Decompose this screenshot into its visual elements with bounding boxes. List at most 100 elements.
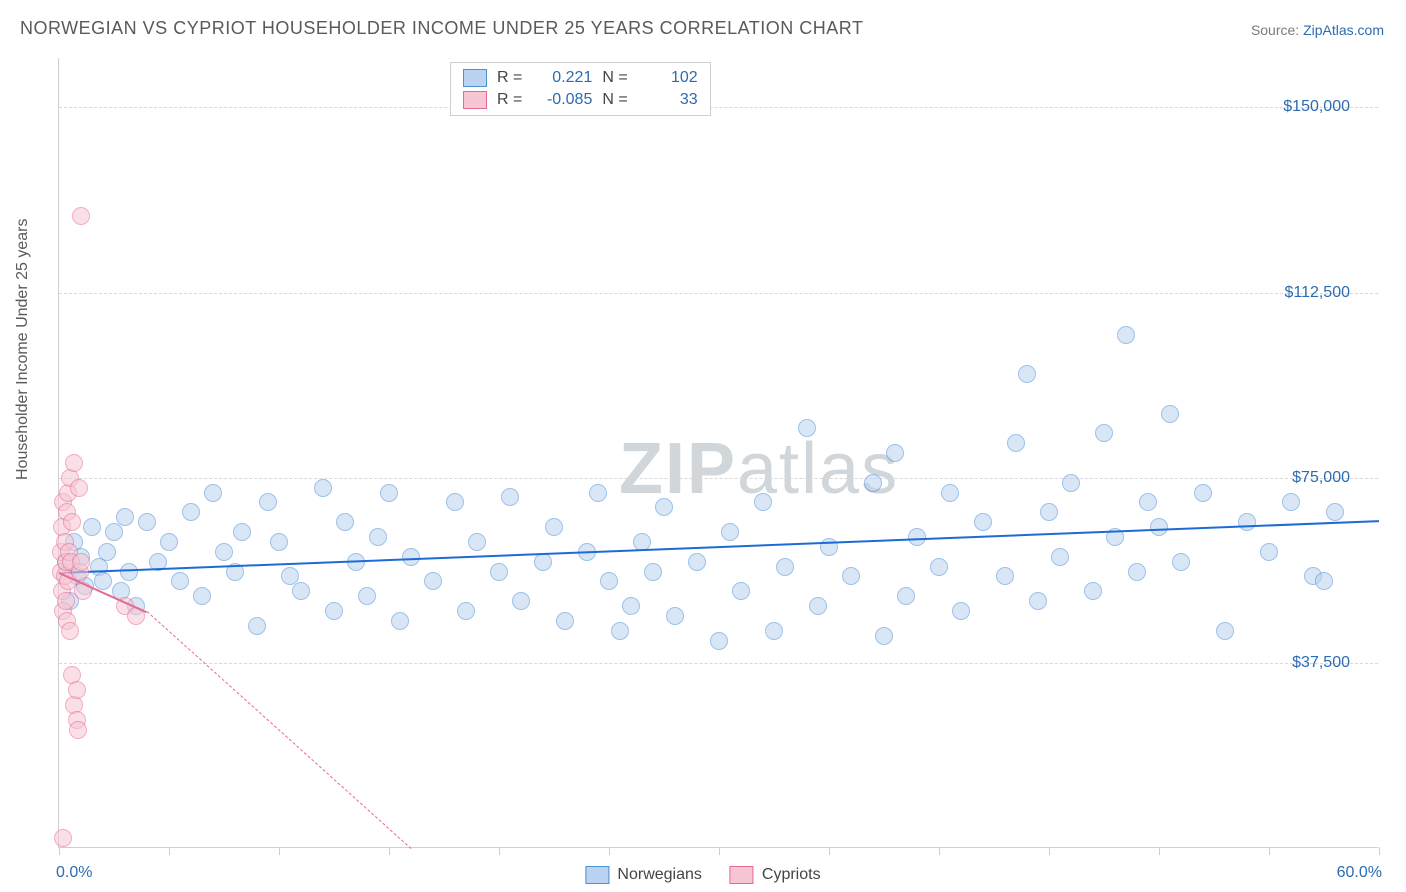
data-point: [710, 632, 728, 650]
data-point: [336, 513, 354, 531]
gridline: [59, 107, 1378, 108]
bottom-legend: Norwegians Cypriots: [585, 866, 820, 884]
data-point: [160, 533, 178, 551]
data-point: [600, 572, 618, 590]
source-attribution: Source: ZipAtlas.com: [1251, 22, 1384, 38]
data-point: [424, 572, 442, 590]
y-tick-label: $150,000: [1283, 98, 1350, 116]
y-tick-label: $75,000: [1292, 469, 1350, 487]
r-label: R =: [497, 91, 522, 109]
data-point: [908, 528, 926, 546]
x-tick: [719, 847, 720, 855]
data-point: [996, 567, 1014, 585]
data-point: [1117, 326, 1135, 344]
data-point: [94, 572, 112, 590]
data-point: [930, 558, 948, 576]
data-point: [1095, 424, 1113, 442]
data-point: [1139, 493, 1157, 511]
data-point: [1260, 543, 1278, 561]
data-point: [1150, 518, 1168, 536]
y-axis-label: Householder Income Under 25 years: [14, 219, 32, 480]
x-tick: [279, 847, 280, 855]
swatch-norwegians: [585, 866, 609, 884]
data-point: [545, 518, 563, 536]
data-point: [116, 508, 134, 526]
data-point: [68, 681, 86, 699]
data-point: [842, 567, 860, 585]
legend-item-cypriots: Cypriots: [730, 866, 821, 884]
data-point: [193, 587, 211, 605]
data-point: [457, 602, 475, 620]
data-point: [556, 612, 574, 630]
data-point: [54, 829, 72, 847]
data-point: [468, 533, 486, 551]
x-tick: [829, 847, 830, 855]
data-point: [622, 597, 640, 615]
data-point: [72, 553, 90, 571]
data-point: [63, 513, 81, 531]
data-point: [512, 592, 530, 610]
data-point: [1084, 582, 1102, 600]
trend-line-extension: [147, 611, 412, 849]
stats-row-cypriots: R = -0.085 N = 33: [459, 89, 702, 111]
n-value: 102: [638, 69, 698, 87]
data-point: [1007, 434, 1025, 452]
legend-label: Cypriots: [762, 866, 821, 884]
gridline: [59, 478, 1378, 479]
r-label: R =: [497, 69, 522, 87]
data-point: [270, 533, 288, 551]
data-point: [1040, 503, 1058, 521]
data-point: [589, 484, 607, 502]
data-point: [732, 582, 750, 600]
data-point: [864, 474, 882, 492]
data-point: [1216, 622, 1234, 640]
data-point: [1161, 405, 1179, 423]
swatch-cypriots: [463, 91, 487, 109]
data-point: [897, 587, 915, 605]
x-tick: [609, 847, 610, 855]
data-point: [1326, 503, 1344, 521]
legend-label: Norwegians: [617, 866, 701, 884]
correlation-chart: NORWEGIAN VS CYPRIOT HOUSEHOLDER INCOME …: [0, 0, 1406, 892]
data-point: [369, 528, 387, 546]
swatch-cypriots: [730, 866, 754, 884]
data-point: [402, 548, 420, 566]
data-point: [611, 622, 629, 640]
data-point: [1029, 592, 1047, 610]
data-point: [1282, 493, 1300, 511]
data-point: [688, 553, 706, 571]
r-value: 0.221: [532, 69, 592, 87]
data-point: [1062, 474, 1080, 492]
data-point: [809, 597, 827, 615]
gridline: [59, 663, 1378, 664]
data-point: [171, 572, 189, 590]
data-point: [974, 513, 992, 531]
stats-row-norwegians: R = 0.221 N = 102: [459, 67, 702, 89]
data-point: [1172, 553, 1190, 571]
data-point: [204, 484, 222, 502]
swatch-norwegians: [463, 69, 487, 87]
data-point: [233, 523, 251, 541]
data-point: [754, 493, 772, 511]
data-point: [70, 479, 88, 497]
data-point: [721, 523, 739, 541]
x-tick: [1159, 847, 1160, 855]
data-point: [120, 563, 138, 581]
data-point: [776, 558, 794, 576]
data-point: [215, 543, 233, 561]
data-point: [380, 484, 398, 502]
legend-item-norwegians: Norwegians: [585, 866, 701, 884]
data-point: [72, 207, 90, 225]
r-value: -0.085: [532, 91, 592, 109]
x-tick: [1049, 847, 1050, 855]
source-link[interactable]: ZipAtlas.com: [1303, 22, 1384, 38]
x-max-label: 60.0%: [1337, 864, 1382, 882]
data-point: [105, 523, 123, 541]
data-point: [875, 627, 893, 645]
n-value: 33: [638, 91, 698, 109]
x-tick: [169, 847, 170, 855]
data-point: [1238, 513, 1256, 531]
data-point: [446, 493, 464, 511]
data-point: [1128, 563, 1146, 581]
data-point: [534, 553, 552, 571]
